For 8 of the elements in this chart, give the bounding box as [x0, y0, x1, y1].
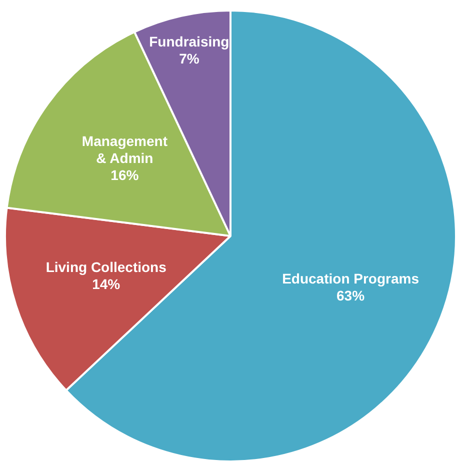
slice-label: Fundraising	[149, 34, 230, 50]
data-label: 7%	[179, 50, 200, 66]
data-label: 16%	[110, 166, 140, 183]
data-label: 14%	[92, 276, 121, 292]
slice-label: Living Collections	[46, 258, 167, 275]
slice-label: Management & Admin	[82, 132, 168, 166]
data-label: 63%	[336, 287, 366, 304]
slice-label: Education Programs	[282, 270, 420, 286]
